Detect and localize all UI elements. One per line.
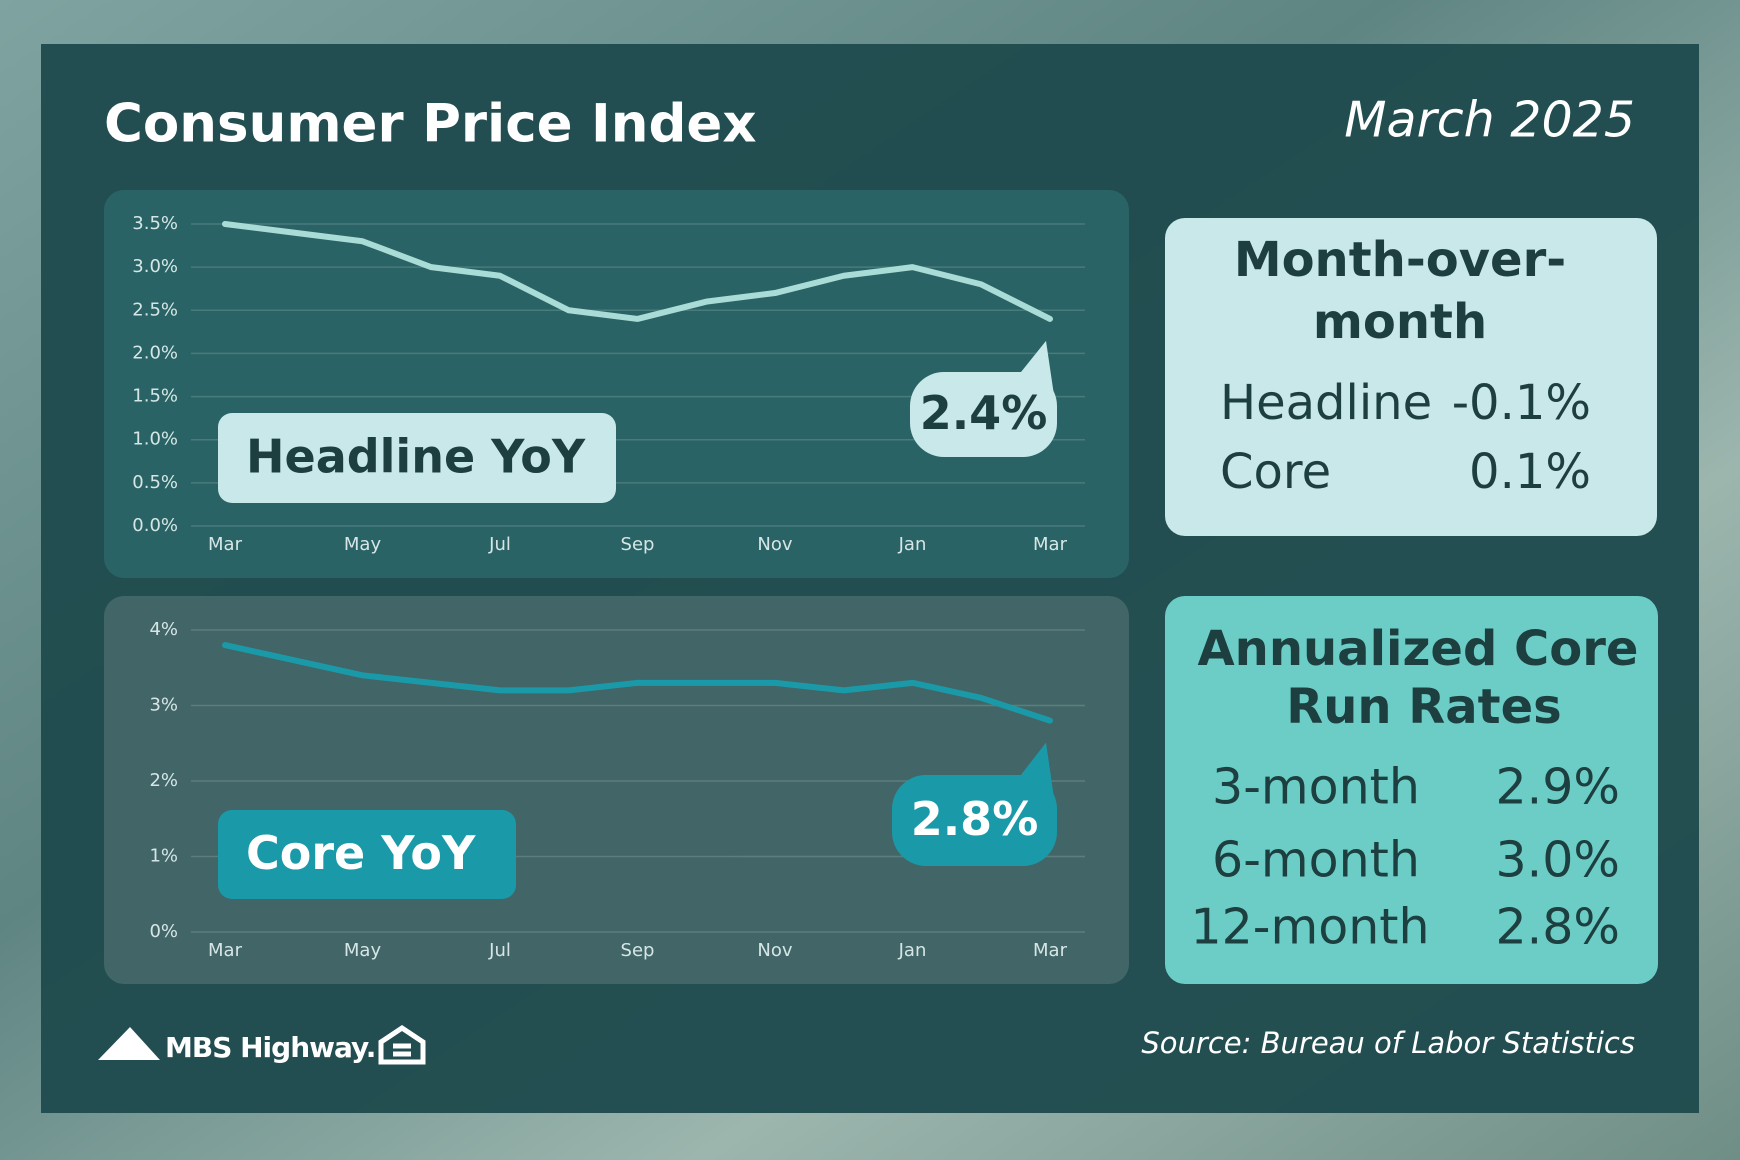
date: March 2025 — [1344, 92, 1635, 149]
mom-panel — [1165, 218, 1657, 536]
logo-mark — [98, 1027, 160, 1060]
x-tick-label: May — [344, 534, 382, 555]
mom-value: 0.1% — [1469, 444, 1591, 500]
equal-housing-icon — [378, 1024, 426, 1065]
run-rate-label: 3-month — [1212, 759, 1420, 816]
y-tick-label: 4% — [149, 619, 178, 640]
x-tick-label: Mar — [208, 534, 243, 555]
data-line — [222, 642, 1053, 724]
x-tick-label: Nov — [757, 534, 792, 555]
run-rates-title: Annualized Core — [1198, 621, 1639, 677]
logo-text: MBS Highway. — [165, 1031, 375, 1064]
series-label: Headline YoY — [246, 430, 586, 484]
callout-box — [910, 372, 1057, 457]
mom-value: -0.1% — [1452, 375, 1591, 431]
y-tick-label: 2.5% — [132, 299, 178, 320]
y-tick-label: 0% — [149, 921, 178, 942]
run-rate-value: 2.9% — [1496, 759, 1621, 816]
mom-label: Headline — [1220, 375, 1432, 431]
run-rate-value: 2.8% — [1496, 899, 1621, 956]
x-tick-label: Jan — [898, 940, 927, 961]
y-tick-label: 3% — [149, 695, 178, 716]
x-tick-label: Mar — [1033, 534, 1068, 555]
y-tick-label: 0.5% — [132, 472, 178, 493]
run-rate-value: 3.0% — [1496, 832, 1621, 889]
y-tick-label: 3.5% — [132, 213, 178, 234]
series-label-box — [218, 810, 516, 899]
callout-box — [892, 775, 1057, 866]
x-tick-label: Mar — [208, 940, 243, 961]
x-tick-label: Mar — [1033, 940, 1068, 961]
x-tick-label: Sep — [621, 534, 655, 555]
x-tick-label: Jul — [488, 940, 511, 961]
x-tick-label: Jul — [488, 534, 511, 555]
title: Consumer Price Index — [104, 94, 757, 155]
run-rate-label: 12-month — [1190, 899, 1429, 956]
y-tick-label: 1.0% — [132, 429, 178, 450]
data-line — [222, 221, 1053, 322]
mom-label: Core — [1220, 444, 1331, 500]
x-tick-label: Sep — [621, 940, 655, 961]
mom-title: Month-over- — [1234, 232, 1566, 288]
mom-title: month — [1313, 294, 1487, 350]
x-tick-label: Jan — [898, 534, 927, 555]
y-tick-label: 1.5% — [132, 386, 178, 407]
series-label-box — [218, 413, 616, 503]
y-tick-label: 1% — [149, 846, 178, 867]
y-tick-label: 3.0% — [132, 256, 178, 277]
series-label: Core YoY — [246, 826, 476, 880]
y-tick-label: 0.0% — [132, 515, 178, 536]
value-label: 2.8% — [911, 792, 1039, 846]
x-tick-label: Nov — [757, 940, 792, 961]
y-tick-label: 2% — [149, 770, 178, 791]
source: Source: Bureau of Labor Statistics — [1141, 1026, 1635, 1060]
run-rate-label: 6-month — [1212, 832, 1420, 889]
x-tick-label: May — [344, 940, 382, 961]
run-rates-title: Run Rates — [1286, 679, 1561, 735]
run-rates-panel — [1165, 596, 1658, 984]
value-label: 2.4% — [920, 386, 1048, 440]
y-tick-label: 2.0% — [132, 342, 178, 363]
